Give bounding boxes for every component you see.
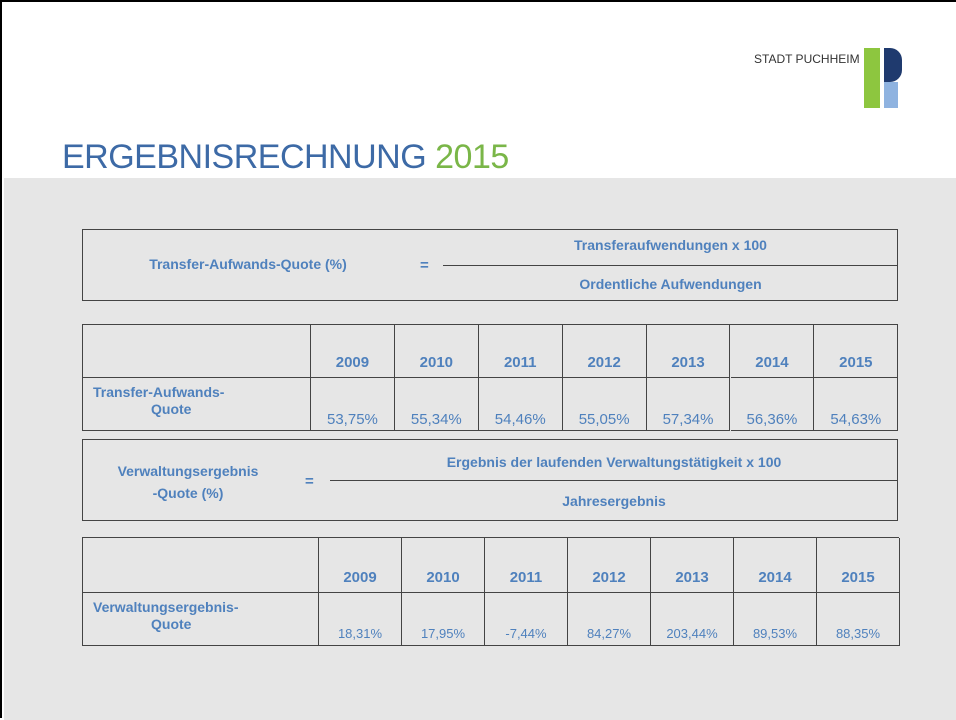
value: 55,05% <box>562 378 647 431</box>
year: 2013 <box>651 538 734 593</box>
numerator: Transferaufwendungen x 100 <box>574 237 767 253</box>
table: Transfer-Aufwands- Quote 2009 53,75% 2010 55,… <box>82 324 899 431</box>
title-year: 2015 <box>435 138 509 176</box>
value: 55,34% <box>394 378 479 431</box>
equals: = <box>420 257 429 274</box>
formula-box: Verwaltungsergebnis -Quote (%) = Ergebnis… <box>82 439 898 521</box>
label-line: Transfer-Aufwands- <box>93 384 225 400</box>
year: 2015 <box>814 325 899 378</box>
value: 18,31% <box>319 593 402 646</box>
value: 54,46% <box>478 378 563 431</box>
year: 2011 <box>485 538 568 593</box>
cell <box>83 325 311 378</box>
label-line: Quote <box>151 401 192 417</box>
cell <box>83 538 319 593</box>
background <box>4 178 956 720</box>
title-main: ERGEBNISRECHNUNG <box>62 138 427 176</box>
value: 56,36% <box>730 378 815 431</box>
brand: STADT PUCHHEIM <box>754 52 860 66</box>
value: 84,27% <box>568 593 651 646</box>
year: 2013 <box>646 325 731 378</box>
equals: = <box>305 473 314 490</box>
year: 2014 <box>734 538 817 593</box>
value: 203,44% <box>651 593 734 646</box>
year: 2012 <box>568 538 651 593</box>
year: 2014 <box>730 325 815 378</box>
formula-box: Transfer-Aufwands-Quote (%) = Transferau… <box>82 229 898 301</box>
label-line: Verwaltungsergebnis- <box>93 599 239 615</box>
title: ERGEBNISRECHNUNG 2015 <box>62 138 509 177</box>
denominator: Jahresergebnis <box>562 493 666 509</box>
logo-light <box>884 82 898 108</box>
formula-label: Transfer-Aufwands-Quote (%) <box>149 256 347 272</box>
year: 2010 <box>402 538 485 593</box>
label-line: Verwaltungsergebnis <box>117 463 259 479</box>
value: 57,34% <box>646 378 731 431</box>
value: -7,44% <box>485 593 568 646</box>
numerator: Ergebnis der laufenden Verwaltungstätigk… <box>446 454 782 470</box>
year: 2011 <box>478 325 563 378</box>
table: Verwaltungsergebnis- Quote 2009 18,31% 2010 1… <box>82 537 900 646</box>
row-label: Transfer-Aufwands- Quote <box>83 378 311 431</box>
value: 17,95% <box>402 593 485 646</box>
value: 89,53% <box>734 593 817 646</box>
fraction-line <box>330 480 898 481</box>
year: 2009 <box>311 325 395 378</box>
logo-navy <box>884 48 902 82</box>
value: 54,63% <box>814 378 899 431</box>
row-label: Verwaltungsergebnis- Quote <box>83 593 319 646</box>
denominator: Ordentliche Aufwendungen <box>579 276 762 292</box>
logo-green <box>864 48 880 108</box>
value: 88,35% <box>817 593 900 646</box>
year: 2015 <box>817 538 900 593</box>
label-line: -Quote (%) <box>152 485 224 501</box>
year: 2009 <box>319 538 402 593</box>
label-line: Quote <box>151 616 192 632</box>
fraction-line <box>443 265 898 266</box>
formula-label: Verwaltungsergebnis -Quote (%) <box>83 460 293 504</box>
year: 2012 <box>562 325 647 378</box>
year: 2010 <box>394 325 479 378</box>
value: 53,75% <box>311 378 395 431</box>
